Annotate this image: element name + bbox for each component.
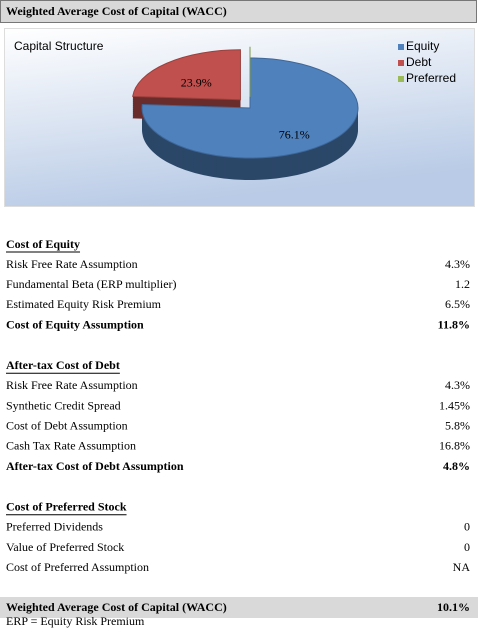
row-value: 4.8%: [443, 459, 470, 473]
pie-slice: [141, 57, 359, 159]
title-bar: [0, 0, 477, 23]
row-value: 1.2: [455, 277, 470, 291]
row-label: Risk Free Rate Assumption: [6, 257, 138, 271]
row-value: 4.3%: [445, 257, 470, 271]
legend-swatch: [398, 44, 404, 50]
row-value: 16.8%: [439, 439, 470, 453]
section-title: After-tax Cost of Debt: [6, 358, 120, 372]
row-label: Cost of Debt Assumption: [6, 418, 128, 432]
row-value: 0: [464, 520, 470, 534]
row-label: Preferred Dividends: [6, 520, 103, 534]
chart-title: Capital Structure: [14, 39, 104, 53]
row-value: NA: [453, 560, 471, 574]
footnote: ERP = Equity Risk Premium: [6, 614, 145, 628]
slice-label: 76.1%: [279, 128, 310, 142]
total-label: Weighted Average Cost of Capital (WACC): [6, 600, 227, 614]
row-label: Cash Tax Rate Assumption: [6, 439, 136, 453]
row-label: Risk Free Rate Assumption: [6, 378, 138, 392]
row-label: Synthetic Credit Spread: [6, 398, 121, 412]
row-label: Cost of Equity Assumption: [6, 317, 144, 331]
row-label: Fundamental Beta (ERP multiplier): [6, 277, 177, 291]
section-title: Cost of Preferred Stock: [6, 500, 127, 514]
row-value: 6.5%: [445, 297, 470, 311]
total-value: 10.1%: [437, 600, 470, 614]
section-title: Cost of Equity: [6, 237, 80, 251]
row-label: Estimated Equity Risk Premium: [6, 297, 162, 311]
row-value: 5.8%: [445, 418, 470, 432]
row-label: Value of Preferred Stock: [6, 540, 124, 554]
legend-swatch: [398, 76, 404, 82]
row-label: After-tax Cost of Debt Assumption: [6, 459, 184, 473]
legend-label: Debt: [406, 55, 432, 69]
legend-swatch: [398, 60, 404, 66]
row-value: 4.3%: [445, 378, 470, 392]
legend-label: Equity: [406, 39, 439, 53]
row-value: 0: [464, 540, 470, 554]
sheet-title: Weighted Average Cost of Capital (WACC): [6, 4, 227, 18]
pie-slice: [132, 49, 241, 101]
row-value: 1.45%: [439, 398, 470, 412]
slice-label: 23.9%: [181, 76, 212, 90]
row-label: Cost of Preferred Assumption: [6, 560, 149, 574]
total-bar: [0, 597, 478, 618]
row-value: 11.8%: [438, 317, 470, 331]
legend-label: Preferred: [406, 71, 456, 85]
